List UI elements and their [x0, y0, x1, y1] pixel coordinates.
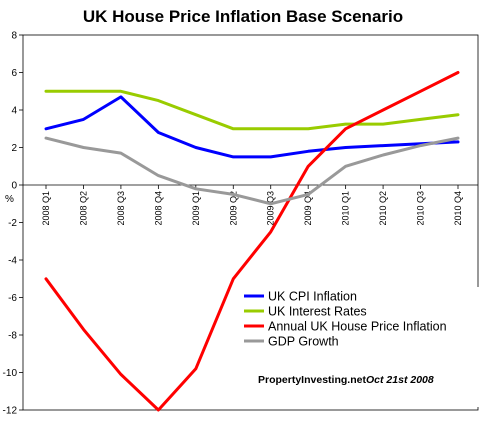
- axes: 8 6 4 2 0 -2 -4 -6 -8 -10 -12 2008 Q1 2008 Q2 2008 Q3…: [3, 31, 479, 417]
- x-tick-label: 2008 Q2: [78, 191, 88, 226]
- y-tick-label: 4: [11, 106, 17, 117]
- x-tick-label: 2009 Q2: [228, 191, 238, 226]
- legend-entry-2: UK Interest Rates: [268, 305, 367, 319]
- y-tick-label: -2: [8, 218, 17, 229]
- series-layer: [44, 71, 460, 412]
- x-tick-label: 2009 Q1: [191, 191, 201, 226]
- chart-title: UK House Price Inflation Base Scenario: [83, 7, 403, 26]
- legend-entry-3: Annual UK House Price Inflation: [268, 320, 447, 334]
- legend-box: [237, 287, 481, 407]
- y-tick-label: -10: [3, 368, 18, 379]
- x-tick-label: 2010 Q2: [378, 191, 388, 226]
- x-tick-label: 2008 Q1: [41, 191, 51, 226]
- x-tick-label: 2010 Q4: [453, 191, 463, 226]
- x-tick-label: 2010 Q3: [416, 191, 426, 226]
- y-tick-label: 2: [11, 143, 17, 154]
- series-line-1: [44, 95, 460, 159]
- x-tick-label: 2009 Q3: [266, 191, 276, 226]
- x-tick-label: 2008 Q4: [153, 191, 163, 226]
- series-line-2: [44, 89, 460, 131]
- legend-entry-1: UK CPI Inflation: [268, 290, 357, 304]
- x-tick-label: 2009 Q4: [303, 191, 313, 226]
- y-tick-label: -8: [8, 331, 17, 342]
- series-line-3: [44, 71, 460, 412]
- credit-text: PropertyInvesting.net: [258, 374, 366, 386]
- y-tick-label: 0: [11, 181, 17, 192]
- y-tick-label: -4: [8, 256, 17, 267]
- y-tick-label: -6: [8, 293, 17, 304]
- series-line-4: [44, 136, 460, 206]
- y-tick-label: -12: [3, 406, 18, 417]
- credit-date: Oct 21st 2008: [366, 374, 434, 386]
- y-tick-label: 8: [11, 31, 17, 42]
- y-tick-label: 6: [11, 68, 17, 79]
- credit-annotation: PropertyInvesting.net Oct 21st 2008: [258, 374, 434, 386]
- legend-entry-4: GDP Growth: [268, 335, 339, 349]
- x-tick-label: 2010 Q1: [341, 191, 351, 226]
- x-tick-label: 2008 Q3: [116, 191, 126, 226]
- y-axis-label: %: [5, 194, 14, 205]
